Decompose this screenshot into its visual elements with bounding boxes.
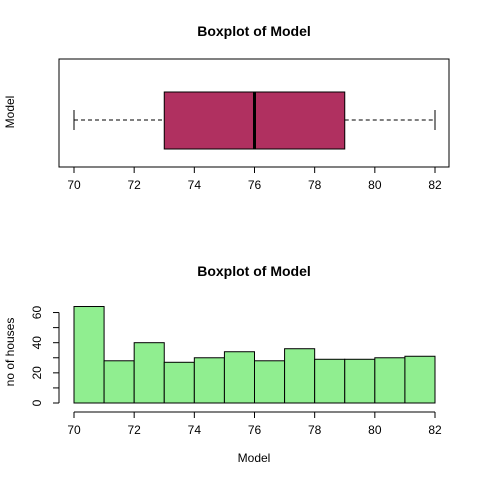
histogram-y-axis-label: no of houses: [3, 318, 17, 387]
boxplot-x-tick-label: 74: [188, 178, 202, 192]
histogram-x-tick-label: 82: [428, 423, 442, 437]
boxplot-x-axis: 70 72 74 76 78 80 82: [67, 167, 442, 192]
histogram-x-tick-label: 74: [188, 423, 202, 437]
histogram-y-tick-label: 40: [30, 336, 44, 350]
histogram-x-tick-label: 76: [248, 423, 262, 437]
boxplot-x-tick-label: 72: [127, 178, 141, 192]
histogram-bar: [374, 357, 406, 404]
boxplot-x-tick-label: 70: [67, 178, 81, 192]
histogram-y-tick-label: 0: [30, 399, 44, 406]
histogram-x-tick-label: 70: [67, 423, 81, 437]
histogram-x-tick-label: 72: [127, 423, 141, 437]
boxplot-marks: [73, 91, 436, 150]
histogram-x-tick-label: 78: [308, 423, 322, 437]
boxplot-y-axis-label: Model: [3, 96, 17, 129]
histogram-bar: [344, 358, 376, 404]
histogram-x-axis-label: Model: [238, 451, 271, 465]
histogram-y-tick-label: 60: [30, 306, 44, 320]
histogram-panel: Boxplot of Model no of houses Model 70 72…: [3, 263, 442, 465]
histogram-bar: [73, 306, 105, 404]
histogram-bar: [284, 348, 316, 404]
histogram-y-tick-label: 20: [30, 366, 44, 380]
histogram-bar: [133, 342, 165, 404]
histogram-bar: [103, 360, 135, 404]
histogram-x-tick-label: 80: [368, 423, 382, 437]
histogram-bars: [73, 306, 436, 404]
histogram-y-axis: 0 20 40 60: [30, 306, 60, 406]
boxplot-x-tick-label: 82: [428, 178, 442, 192]
boxplot-panel: Boxplot of Model Model 70 72 74 76 78 80 82: [3, 23, 450, 192]
boxplot-x-tick-label: 80: [368, 178, 382, 192]
histogram-bar: [314, 358, 346, 404]
histogram-title: Boxplot of Model: [197, 263, 311, 279]
histogram-bar: [404, 355, 436, 404]
histogram-bar: [163, 361, 195, 404]
histogram-x-axis: 70 72 74 76 78 80 82: [67, 411, 442, 437]
boxplot-x-tick-label: 76: [248, 178, 262, 192]
histogram-bar: [254, 360, 286, 404]
boxplot-title: Boxplot of Model: [197, 23, 311, 39]
histogram-bar: [223, 351, 256, 404]
boxplot-x-tick-label: 78: [308, 178, 322, 192]
histogram-bar: [193, 357, 225, 404]
